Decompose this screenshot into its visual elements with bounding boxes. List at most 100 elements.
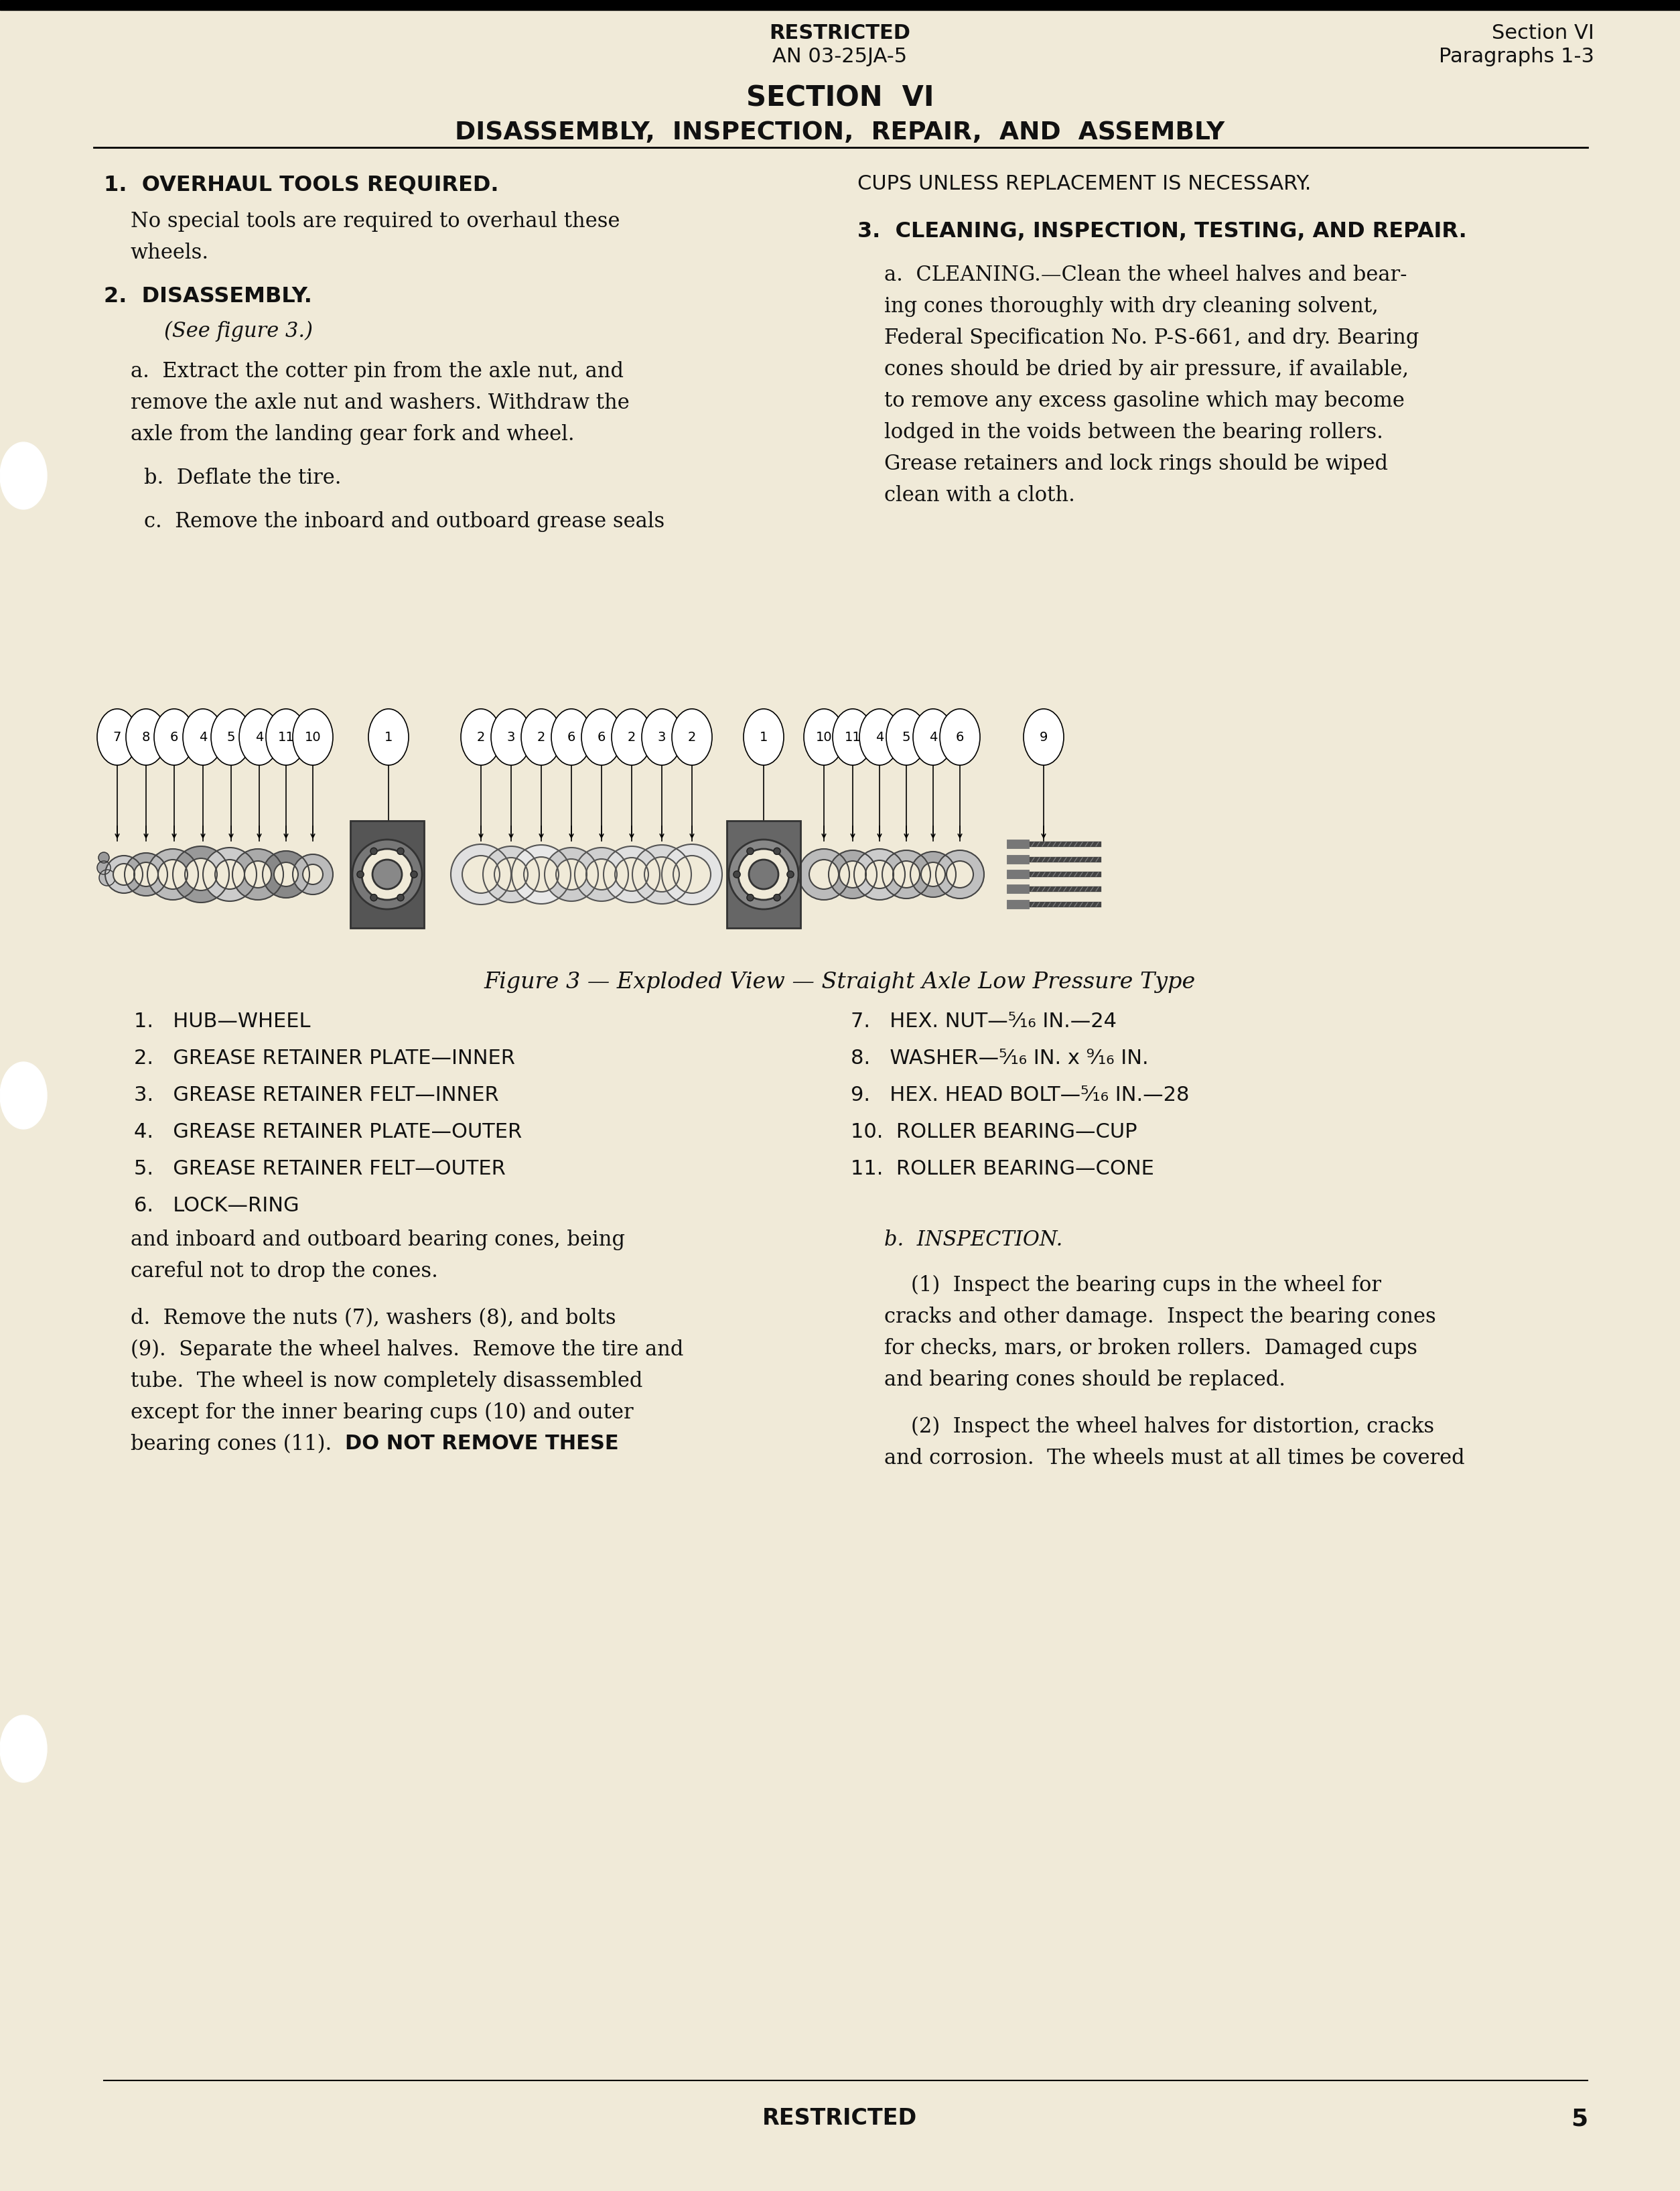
Ellipse shape (0, 443, 47, 508)
Text: 5: 5 (902, 730, 911, 743)
Ellipse shape (575, 848, 628, 901)
Ellipse shape (353, 839, 422, 909)
Ellipse shape (738, 848, 790, 901)
Text: 9.   HEX. HEAD BOLT—⁵⁄₁₆ IN.—28: 9. HEX. HEAD BOLT—⁵⁄₁₆ IN.—28 (850, 1085, 1189, 1104)
Ellipse shape (748, 848, 754, 854)
Ellipse shape (1023, 710, 1063, 765)
Ellipse shape (203, 848, 257, 901)
Ellipse shape (734, 872, 741, 879)
Text: 4: 4 (198, 730, 207, 743)
Text: a.  Extract the cotter pin from the axle nut, and: a. Extract the cotter pin from the axle … (131, 362, 623, 381)
Ellipse shape (106, 857, 143, 894)
Ellipse shape (840, 861, 867, 887)
Text: 5.   GREASE RETAINER FELT—OUTER: 5. GREASE RETAINER FELT—OUTER (134, 1159, 506, 1179)
Ellipse shape (274, 863, 297, 887)
Ellipse shape (912, 710, 953, 765)
Ellipse shape (134, 863, 158, 887)
Text: 1: 1 (759, 730, 768, 743)
Ellipse shape (865, 861, 894, 890)
Ellipse shape (749, 859, 778, 890)
Ellipse shape (0, 1063, 47, 1128)
Text: remove the axle nut and washers. Withdraw the: remove the axle nut and washers. Withdra… (131, 392, 630, 414)
Ellipse shape (358, 872, 365, 879)
Ellipse shape (97, 710, 138, 765)
Text: 2.  DISASSEMBLY.: 2. DISASSEMBLY. (104, 287, 312, 307)
Bar (0, 0, 1680, 11)
Ellipse shape (302, 863, 323, 885)
Text: and inboard and outboard bearing cones, being: and inboard and outboard bearing cones, … (131, 1229, 625, 1251)
Ellipse shape (245, 861, 270, 887)
Text: bearing cones (11).: bearing cones (11). (131, 1433, 344, 1455)
Text: axle from the landing gear fork and wheel.: axle from the landing gear fork and whee… (131, 425, 575, 445)
Ellipse shape (99, 870, 116, 885)
Ellipse shape (744, 710, 785, 765)
Ellipse shape (674, 857, 711, 894)
Ellipse shape (173, 846, 228, 903)
Ellipse shape (672, 710, 712, 765)
Text: 5: 5 (1571, 2108, 1588, 2130)
Ellipse shape (396, 848, 403, 854)
Text: 6: 6 (568, 730, 576, 743)
Ellipse shape (450, 844, 511, 905)
Ellipse shape (612, 710, 652, 765)
Ellipse shape (748, 894, 754, 901)
Ellipse shape (581, 710, 622, 765)
Ellipse shape (887, 710, 926, 765)
Ellipse shape (491, 710, 531, 765)
Text: cracks and other damage.  Inspect the bearing cones: cracks and other damage. Inspect the bea… (884, 1306, 1436, 1328)
Ellipse shape (828, 850, 877, 898)
Text: 10: 10 (816, 730, 832, 743)
Ellipse shape (642, 710, 682, 765)
Text: 4: 4 (875, 730, 884, 743)
Ellipse shape (632, 846, 690, 905)
Text: RESTRICTED: RESTRICTED (769, 24, 911, 44)
Text: AN 03-25JA-5: AN 03-25JA-5 (773, 46, 907, 66)
Text: RESTRICTED: RESTRICTED (763, 2108, 917, 2130)
Text: Grease retainers and lock rings should be wiped: Grease retainers and lock rings should b… (884, 454, 1388, 475)
Ellipse shape (126, 710, 166, 765)
Text: 7.   HEX. NUT—⁵⁄₁₆ IN.—24: 7. HEX. NUT—⁵⁄₁₆ IN.—24 (850, 1012, 1117, 1032)
Ellipse shape (482, 846, 539, 903)
Ellipse shape (524, 857, 559, 892)
Ellipse shape (361, 848, 413, 901)
Bar (351, 822, 423, 929)
Text: c.  Remove the inboard and outboard grease seals: c. Remove the inboard and outboard greas… (144, 511, 665, 532)
Ellipse shape (662, 844, 722, 905)
Text: 3: 3 (507, 730, 516, 743)
Text: 10.  ROLLER BEARING—CUP: 10. ROLLER BEARING—CUP (850, 1122, 1137, 1142)
Ellipse shape (936, 850, 984, 898)
Ellipse shape (586, 859, 617, 890)
Text: lodged in the voids between the bearing rollers.: lodged in the voids between the bearing … (884, 423, 1383, 443)
Ellipse shape (183, 710, 223, 765)
Text: DO NOT REMOVE THESE: DO NOT REMOVE THESE (344, 1433, 618, 1453)
Text: 11.  ROLLER BEARING—CONE: 11. ROLLER BEARING—CONE (850, 1159, 1154, 1179)
Text: Section VI: Section VI (1492, 24, 1594, 44)
Bar (727, 822, 800, 929)
Text: 5: 5 (227, 730, 235, 743)
Ellipse shape (551, 710, 591, 765)
Ellipse shape (185, 859, 217, 890)
Ellipse shape (544, 848, 598, 901)
Ellipse shape (946, 861, 973, 887)
Text: and bearing cones should be replaced.: and bearing cones should be replaced. (884, 1369, 1285, 1391)
Ellipse shape (729, 839, 798, 909)
Ellipse shape (921, 863, 946, 887)
Ellipse shape (603, 846, 660, 903)
Ellipse shape (803, 710, 843, 765)
Ellipse shape (370, 848, 376, 854)
Ellipse shape (892, 861, 919, 887)
Text: (2)  Inspect the wheel halves for distortion, cracks: (2) Inspect the wheel halves for distort… (911, 1415, 1435, 1437)
Ellipse shape (512, 846, 571, 905)
Text: and corrosion.  The wheels must at all times be covered: and corrosion. The wheels must at all ti… (884, 1448, 1465, 1468)
Text: 2: 2 (477, 730, 486, 743)
Text: 6: 6 (956, 730, 964, 743)
Ellipse shape (810, 859, 838, 890)
Text: tube.  The wheel is now completely disassembled: tube. The wheel is now completely disass… (131, 1372, 643, 1391)
Text: 2: 2 (687, 730, 696, 743)
Ellipse shape (396, 894, 403, 901)
Ellipse shape (798, 848, 850, 901)
Ellipse shape (155, 710, 195, 765)
Text: 8.   WASHER—⁵⁄₁₆ IN. x ⁹⁄₁₆ IN.: 8. WASHER—⁵⁄₁₆ IN. x ⁹⁄₁₆ IN. (850, 1049, 1149, 1067)
Text: (9).  Separate the wheel halves.  Remove the tire and: (9). Separate the wheel halves. Remove t… (131, 1339, 684, 1361)
Ellipse shape (373, 859, 402, 890)
